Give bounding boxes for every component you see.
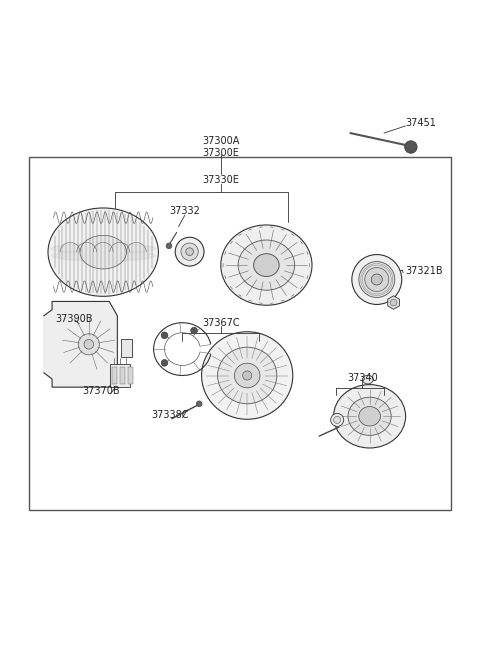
Bar [29, 157, 451, 510]
Ellipse shape [80, 235, 126, 269]
Circle shape [390, 299, 397, 306]
Circle shape [175, 237, 204, 266]
Text: 37390B: 37390B [55, 314, 93, 324]
Circle shape [181, 243, 198, 260]
Circle shape [243, 371, 252, 380]
Text: 37332: 37332 [169, 206, 200, 216]
Text: 37367C: 37367C [202, 318, 240, 328]
Polygon shape [51, 250, 156, 261]
Bar [110, 364, 130, 387]
Circle shape [405, 141, 417, 153]
Text: 37300A
37300E: 37300A 37300E [202, 136, 240, 158]
Bar [120, 339, 132, 356]
Ellipse shape [348, 397, 391, 436]
Circle shape [78, 334, 99, 355]
Bar [120, 367, 125, 384]
Circle shape [359, 261, 395, 297]
Circle shape [166, 243, 172, 249]
Bar [112, 367, 118, 384]
Ellipse shape [238, 240, 295, 290]
Ellipse shape [202, 331, 293, 419]
Circle shape [352, 255, 402, 305]
Circle shape [84, 339, 94, 349]
Circle shape [161, 332, 168, 339]
Ellipse shape [217, 347, 277, 403]
Circle shape [186, 248, 193, 255]
Ellipse shape [48, 208, 158, 296]
Text: 37340: 37340 [347, 373, 378, 383]
Text: 37451: 37451 [406, 119, 436, 128]
Circle shape [372, 274, 382, 285]
Ellipse shape [221, 225, 312, 305]
Text: 37370B: 37370B [82, 386, 120, 396]
Ellipse shape [362, 375, 373, 384]
Ellipse shape [234, 363, 260, 388]
Polygon shape [44, 301, 117, 387]
Circle shape [365, 267, 389, 291]
Polygon shape [51, 243, 156, 254]
Text: 37338C: 37338C [152, 410, 189, 421]
Circle shape [331, 413, 344, 426]
Circle shape [161, 360, 168, 366]
Ellipse shape [334, 384, 406, 448]
Ellipse shape [359, 407, 381, 426]
Circle shape [196, 401, 202, 407]
Circle shape [191, 328, 197, 334]
Text: 37321B: 37321B [406, 267, 443, 276]
Bar [128, 367, 132, 384]
Circle shape [334, 417, 341, 424]
Text: 37330E: 37330E [203, 175, 239, 185]
Ellipse shape [253, 253, 279, 276]
